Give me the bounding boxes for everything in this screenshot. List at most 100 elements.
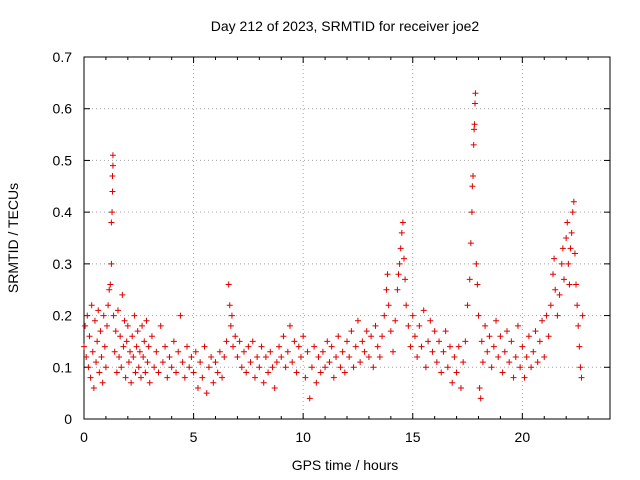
- data-point: [326, 359, 333, 366]
- data-point: [114, 307, 121, 314]
- data-point: [473, 260, 480, 267]
- data-point: [563, 235, 570, 241]
- data-point: [276, 343, 283, 350]
- data-point: [438, 369, 445, 376]
- data-point: [291, 338, 298, 345]
- data-point: [179, 359, 186, 366]
- data-point: [510, 374, 517, 381]
- data-point: [566, 281, 573, 288]
- data-point: [433, 359, 440, 366]
- data-point: [86, 333, 93, 340]
- data-point: [539, 317, 546, 324]
- data-point: [398, 229, 405, 236]
- data-point: [387, 328, 394, 335]
- data-point: [223, 338, 230, 345]
- chart-title: Day 212 of 2023, SRMTID for receiver joe…: [211, 18, 480, 34]
- data-point: [534, 359, 541, 366]
- data-point: [365, 353, 372, 360]
- data-point: [88, 302, 95, 309]
- data-point: [361, 348, 368, 355]
- data-point: [567, 245, 574, 252]
- data-point: [554, 312, 561, 319]
- data-point: [341, 369, 348, 376]
- data-point: [142, 369, 149, 376]
- data-point: [188, 353, 195, 360]
- data-point: [399, 219, 406, 226]
- data-point: [192, 348, 199, 355]
- data-point: [381, 312, 388, 319]
- data-point: [525, 333, 532, 340]
- data-point: [153, 348, 160, 355]
- data-point: [208, 353, 215, 360]
- data-point: [322, 364, 329, 371]
- data-point: [503, 328, 510, 335]
- data-point: [528, 364, 535, 371]
- data-point: [145, 343, 152, 350]
- data-point: [422, 364, 429, 371]
- data-point: [81, 343, 87, 350]
- data-point: [125, 359, 132, 366]
- data-point: [109, 162, 116, 169]
- data-point: [221, 353, 228, 360]
- data-point: [468, 209, 475, 216]
- x-axis: 0 5 10 15 20: [80, 57, 611, 445]
- data-point: [144, 359, 151, 366]
- data-point: [324, 338, 331, 345]
- data-point: [105, 302, 112, 309]
- data-point: [128, 379, 135, 386]
- data-point: [530, 348, 537, 355]
- data-point: [130, 353, 137, 360]
- data-point: [260, 379, 267, 386]
- data-point: [490, 343, 497, 350]
- data-point: [254, 353, 261, 360]
- data-point: [84, 312, 91, 319]
- data-point: [453, 369, 460, 376]
- data-point: [94, 338, 101, 345]
- data-point: [109, 152, 116, 159]
- data-point: [402, 276, 409, 283]
- data-point: [256, 364, 263, 371]
- data-point: [166, 353, 173, 360]
- data-point: [579, 312, 586, 319]
- data-point: [184, 343, 191, 350]
- data-point: [258, 343, 265, 350]
- data-point: [451, 353, 458, 360]
- data-point: [131, 312, 138, 319]
- data-point: [470, 172, 477, 179]
- data-point: [243, 369, 250, 376]
- data-point: [425, 338, 432, 345]
- data-point: [210, 379, 217, 386]
- data-point: [506, 359, 513, 366]
- y-tick-label: 0.4: [53, 204, 73, 220]
- data-point: [545, 333, 552, 340]
- data-point: [121, 317, 128, 324]
- data-point: [333, 353, 340, 360]
- data-point: [91, 317, 98, 324]
- data-point: [111, 348, 118, 355]
- data-point: [197, 359, 204, 366]
- data-point: [181, 374, 188, 381]
- y-tick-label: 0.3: [53, 256, 73, 272]
- data-point: [104, 322, 111, 329]
- data-point: [151, 364, 158, 371]
- data-point: [113, 369, 120, 376]
- data-point: [479, 359, 486, 366]
- data-point: [486, 333, 493, 340]
- data-point: [99, 379, 106, 386]
- data-point: [265, 369, 272, 376]
- data-point: [569, 209, 576, 216]
- data-point: [376, 353, 383, 360]
- data-point: [106, 286, 113, 293]
- x-tick-label: 15: [405, 429, 421, 445]
- data-point: [109, 172, 116, 179]
- data-point: [467, 240, 474, 247]
- data-point: [304, 348, 311, 355]
- data-point: [110, 312, 117, 319]
- data-point: [135, 364, 142, 371]
- data-point: [472, 90, 479, 97]
- data-point: [488, 364, 495, 371]
- data-point: [129, 333, 136, 340]
- data-point: [455, 343, 462, 350]
- data-point: [464, 302, 471, 309]
